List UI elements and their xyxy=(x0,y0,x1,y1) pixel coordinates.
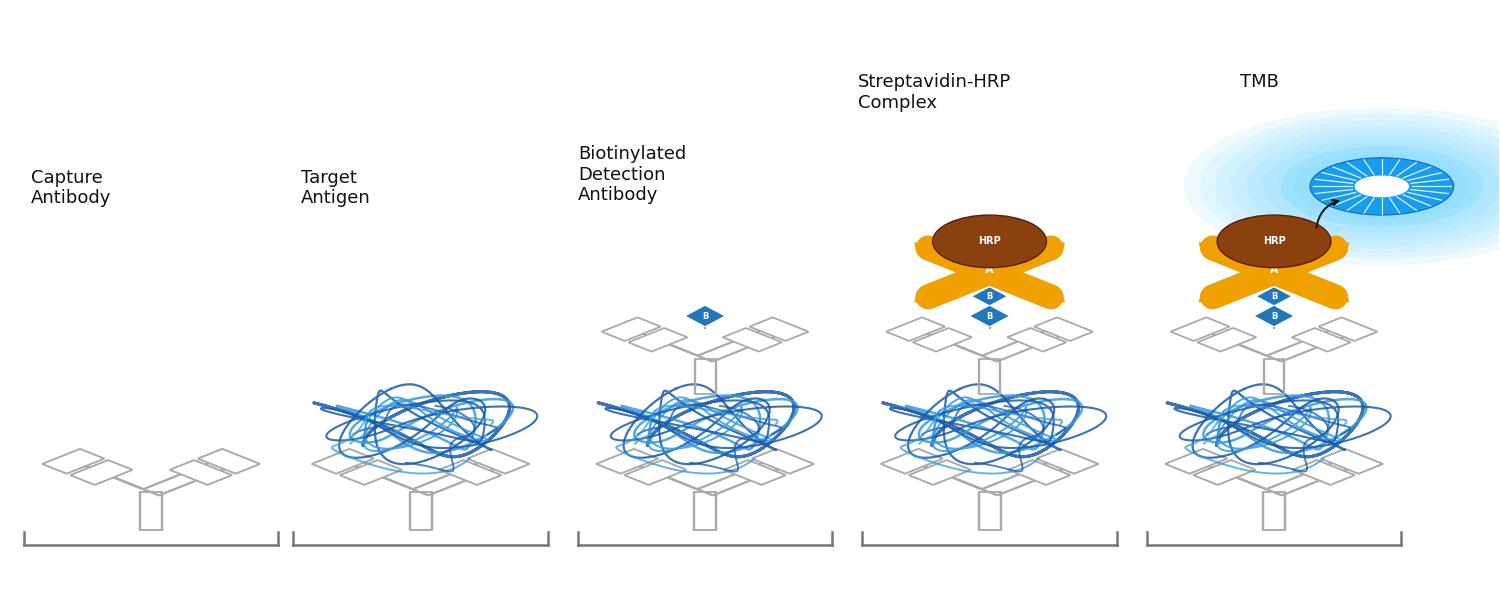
Polygon shape xyxy=(42,449,105,473)
Circle shape xyxy=(1263,139,1500,234)
Polygon shape xyxy=(602,317,660,341)
Polygon shape xyxy=(1040,242,1065,253)
Text: Target
Antigen: Target Antigen xyxy=(302,169,370,208)
Polygon shape xyxy=(1324,292,1350,302)
Polygon shape xyxy=(914,292,940,302)
Text: Capture
Antibody: Capture Antibody xyxy=(32,169,111,208)
Polygon shape xyxy=(880,449,944,473)
Polygon shape xyxy=(1007,328,1066,352)
Polygon shape xyxy=(909,460,970,485)
Text: Streptavidin-HRP
Complex: Streptavidin-HRP Complex xyxy=(858,73,1011,112)
Polygon shape xyxy=(686,305,726,327)
Text: B: B xyxy=(1270,292,1276,301)
Circle shape xyxy=(1278,145,1485,227)
Polygon shape xyxy=(723,328,782,352)
Polygon shape xyxy=(723,460,786,485)
Polygon shape xyxy=(1198,242,1224,253)
Circle shape xyxy=(1184,107,1500,266)
Polygon shape xyxy=(1008,460,1071,485)
Polygon shape xyxy=(468,449,530,473)
Polygon shape xyxy=(1034,317,1094,341)
Polygon shape xyxy=(914,328,972,352)
Polygon shape xyxy=(1192,460,1256,485)
Polygon shape xyxy=(1324,242,1350,253)
Polygon shape xyxy=(969,305,1010,327)
Polygon shape xyxy=(1166,449,1227,473)
Polygon shape xyxy=(596,449,658,473)
Polygon shape xyxy=(1040,292,1065,302)
Circle shape xyxy=(1354,176,1408,197)
Polygon shape xyxy=(972,287,1008,306)
Polygon shape xyxy=(440,460,501,485)
Polygon shape xyxy=(340,460,402,485)
Text: A: A xyxy=(986,265,994,275)
Circle shape xyxy=(1281,146,1482,227)
Text: HRP: HRP xyxy=(1263,236,1286,247)
Polygon shape xyxy=(914,242,940,253)
Polygon shape xyxy=(1036,449,1098,473)
Polygon shape xyxy=(1318,317,1377,341)
Polygon shape xyxy=(1254,305,1294,327)
Text: Biotinylated
Detection
Antibody: Biotinylated Detection Antibody xyxy=(578,145,686,205)
Circle shape xyxy=(1232,126,1500,247)
Polygon shape xyxy=(1256,287,1292,306)
Polygon shape xyxy=(312,449,374,473)
Text: TMB: TMB xyxy=(1239,73,1278,91)
Circle shape xyxy=(1310,158,1454,215)
Polygon shape xyxy=(1292,328,1352,352)
Text: HRP: HRP xyxy=(978,236,1000,247)
Polygon shape xyxy=(1198,292,1224,302)
Text: B: B xyxy=(702,311,708,320)
Ellipse shape xyxy=(1216,215,1330,268)
Text: A: A xyxy=(1269,265,1278,275)
Circle shape xyxy=(1215,120,1500,253)
Polygon shape xyxy=(750,317,808,341)
Polygon shape xyxy=(886,317,945,341)
Polygon shape xyxy=(624,460,687,485)
Polygon shape xyxy=(1293,460,1354,485)
Polygon shape xyxy=(1320,449,1383,473)
Text: B: B xyxy=(987,311,993,320)
Circle shape xyxy=(1200,113,1500,259)
Polygon shape xyxy=(1197,328,1257,352)
Polygon shape xyxy=(1170,317,1230,341)
Ellipse shape xyxy=(933,215,1047,268)
Text: B: B xyxy=(1270,311,1276,320)
Polygon shape xyxy=(70,460,132,485)
Polygon shape xyxy=(628,328,687,352)
Circle shape xyxy=(1294,151,1470,221)
Circle shape xyxy=(1246,133,1500,241)
Polygon shape xyxy=(170,460,232,485)
Text: B: B xyxy=(987,292,993,301)
Polygon shape xyxy=(752,449,814,473)
Polygon shape xyxy=(198,449,260,473)
